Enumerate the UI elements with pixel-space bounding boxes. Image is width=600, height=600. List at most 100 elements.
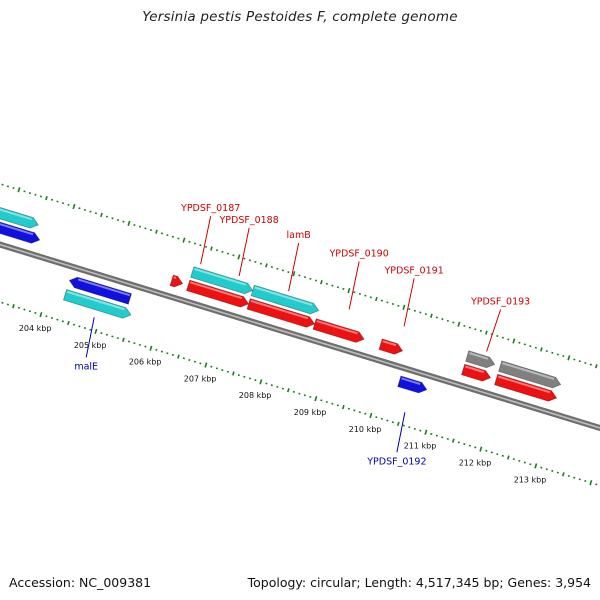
outer-tick-mark xyxy=(594,364,598,369)
outer-tick-mark xyxy=(457,321,461,327)
tick-label-210: 210 kbp xyxy=(349,425,382,434)
gene-feature-cds_blue xyxy=(0,221,41,244)
tick-label-204: 204 kbp xyxy=(19,324,52,333)
inner-tick-mark xyxy=(534,463,538,469)
tick-layer xyxy=(1,183,598,486)
gene-feature-highlight xyxy=(0,208,32,221)
tick-label-207: 207 kbp xyxy=(184,374,217,383)
gene-feature-highlight xyxy=(189,281,243,300)
gene-feature-highlight xyxy=(469,352,489,360)
inner-tick-mark xyxy=(369,412,373,419)
outer-tick-mark xyxy=(485,330,488,335)
gene-label-ypdsf_0192: YPDSF_0192 xyxy=(366,456,426,467)
label-layer: 204 kbp 205 kbp 206 kbp 207 kbp 208 kbp 209 k… xyxy=(19,203,546,484)
label-connector xyxy=(85,317,95,358)
outer-tick-mark xyxy=(45,195,48,201)
tick-label-208: 208 kbp xyxy=(239,391,272,400)
inner-tick-mark xyxy=(396,421,400,427)
gene-feature-highlight xyxy=(77,278,131,297)
gene-feature-highlight xyxy=(250,299,309,320)
inner-tick-mark xyxy=(589,480,593,486)
gene-feature-highlight xyxy=(173,276,177,279)
gene-feature-highlight xyxy=(254,286,313,306)
label-connector xyxy=(238,227,250,276)
gene-feature-cds_blue xyxy=(68,276,132,305)
inner-tick-mark xyxy=(94,328,98,335)
outer-tick-mark xyxy=(402,304,406,311)
tick-label-205: 205 kbp xyxy=(74,341,107,350)
gene-feature-highlight xyxy=(497,375,551,394)
gene-label-ypdsf_0190: YPDSF_0190 xyxy=(328,248,388,259)
label-connector xyxy=(396,412,406,453)
gene-label-ypdsf_0187: YPDSF_0187 xyxy=(180,203,240,214)
gene-feature-highlight xyxy=(194,268,247,286)
gene-label-ypdsf_0188: YPDSF_0188 xyxy=(219,215,279,226)
inner-tick-mark xyxy=(232,371,235,376)
tick-label-212: 212 kbp xyxy=(459,458,492,467)
gene-label-male: malE xyxy=(74,361,98,372)
gene-feature-rna_cyan xyxy=(0,206,39,229)
gene-feature-highlight xyxy=(382,340,397,347)
gene-feature-cds_red xyxy=(185,279,250,308)
outer-tick-mark xyxy=(210,246,213,251)
outer-tick-mark xyxy=(72,203,76,210)
inner-tick-mark xyxy=(149,345,153,351)
footer-accession: Accession: NC_009381 xyxy=(9,575,152,590)
inner-tick-mark xyxy=(67,320,70,326)
outer-tick-mark xyxy=(182,237,186,243)
gene-label-ypdsf_0193: YPDSF_0193 xyxy=(470,297,530,308)
gene-feature-gray xyxy=(465,350,496,369)
inner-tick-mark xyxy=(177,354,180,359)
backbone-highlight xyxy=(0,243,600,429)
outer-tick-mark xyxy=(375,296,378,302)
gene-feature-rna_cyan xyxy=(250,284,320,315)
outer-tick-mark xyxy=(567,355,571,361)
backbone-layer xyxy=(0,241,600,432)
outer-tick-mark xyxy=(320,280,323,285)
outer-tick-mark xyxy=(512,338,516,344)
gene-feature-cds_red xyxy=(312,318,365,343)
inner-tick-mark xyxy=(314,396,318,402)
inner-tick-mark xyxy=(342,404,345,410)
inner-tick-mark xyxy=(122,337,125,342)
outer-tick-mark xyxy=(155,229,158,234)
tick-label-211: 211 kbp xyxy=(404,442,437,451)
label-connector xyxy=(288,242,300,292)
inner-tick-mark xyxy=(287,388,290,393)
gene-feature-highlight xyxy=(502,362,555,380)
inner-tick-mark xyxy=(12,304,15,309)
label-connector xyxy=(348,261,360,310)
inner-tick-mark xyxy=(451,438,455,443)
inner-tick-mark xyxy=(259,379,263,385)
outer-tick-mark xyxy=(540,347,543,352)
gene-feature-highlight xyxy=(66,290,125,311)
outer-tick-mark xyxy=(127,220,131,226)
label-connector xyxy=(200,215,212,265)
gene-feature-gray xyxy=(498,360,562,389)
gene-feature-cds_red xyxy=(461,363,492,382)
tick-label-213: 213 kbp xyxy=(514,475,547,484)
gene-label-ypdsf_0191: YPDSF_0191 xyxy=(383,265,443,276)
inner-tick-mark xyxy=(506,455,510,460)
inner-tick-mark xyxy=(39,311,43,318)
gene-feature-cds_blue xyxy=(397,375,428,394)
outer-tick-mark xyxy=(347,287,351,294)
gene-feature-highlight xyxy=(0,223,34,236)
label-connector xyxy=(486,309,502,352)
outer-tick-mark xyxy=(292,271,296,277)
map-title: Yersinia pestis Pestoides F, complete ge… xyxy=(142,9,458,25)
outer-tick-mark xyxy=(237,254,241,260)
gene-feature-cds_red xyxy=(378,338,404,355)
gene-feature-highlight xyxy=(464,365,485,374)
gene-feature-rna_cyan xyxy=(62,289,132,319)
gene-feature-rna_cyan xyxy=(190,266,254,295)
footer-genome-info: Topology: circular; Length: 4,517,345 bp… xyxy=(247,575,591,590)
inner-tick-mark xyxy=(561,472,565,477)
outer-tick-mark xyxy=(100,212,103,218)
outer-tick-mark xyxy=(430,313,433,318)
gene-feature-highlight xyxy=(401,377,421,385)
outer-tick-mark xyxy=(265,263,268,268)
inner-tick-mark xyxy=(424,429,428,435)
